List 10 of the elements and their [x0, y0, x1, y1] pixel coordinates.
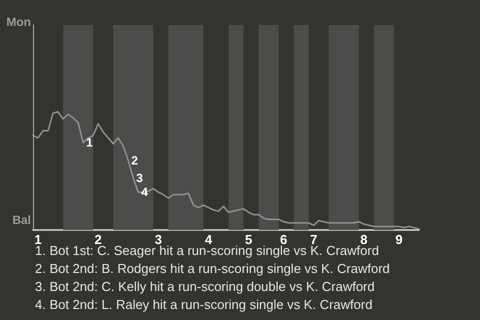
annotation: 1	[86, 136, 94, 150]
x-tick-label: 9	[395, 232, 403, 247]
annotation: 2	[131, 153, 138, 168]
text: Mon	[6, 15, 31, 29]
text: 2. Bot 2nd: B. Rodgers hit a run-scoring single vs K. Crawford	[35, 261, 390, 276]
text: 3. Bot 2nd: C. Kelly hit a run-scoring double vs K. Crawford	[35, 279, 375, 294]
annotation: 4	[141, 185, 148, 200]
annotation: 3	[136, 171, 144, 186]
text: 4. Bot 2nd: L. Raley hit a run-scoring single vs K. Crawford	[35, 297, 372, 312]
text: Bal	[12, 213, 32, 227]
